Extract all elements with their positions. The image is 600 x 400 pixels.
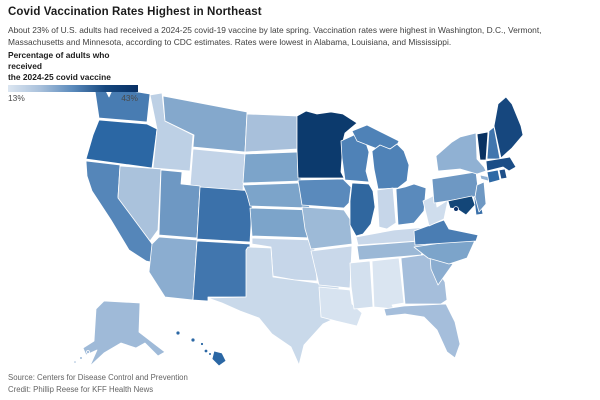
legend-label: Percentage of adults who received the 20…	[8, 50, 140, 82]
state-VA[interactable]	[413, 219, 479, 246]
state-RI[interactable]	[498, 168, 508, 180]
chart-title: Covid Vaccination Rates Highest in North…	[8, 6, 262, 18]
state-MI[interactable]	[351, 124, 410, 190]
state-IL[interactable]	[349, 182, 376, 237]
legend-label-line2: the 2024-25 covid vaccine	[8, 71, 111, 82]
state-TX[interactable]	[207, 246, 341, 366]
legend-min-label: 13%	[8, 93, 25, 104]
state-MA[interactable]	[485, 156, 517, 172]
legend: Percentage of adults who received the 20…	[8, 50, 140, 103]
legend-label-line1: Percentage of adults who received	[8, 50, 110, 71]
state-CT[interactable]	[486, 169, 501, 184]
state-WY[interactable]	[189, 148, 246, 192]
state-LA[interactable]	[318, 286, 363, 327]
state-NM[interactable]	[192, 240, 251, 302]
source-note: Source: Centers for Disease Control and …	[8, 373, 188, 382]
state-ME[interactable]	[493, 96, 524, 159]
state-AL[interactable]	[371, 257, 405, 310]
state-IA[interactable]	[297, 178, 352, 209]
state-UT[interactable]	[158, 169, 201, 239]
state-OR[interactable]	[85, 119, 158, 169]
legend-max-label: 43%	[121, 93, 138, 104]
state-AK[interactable]	[73, 300, 166, 367]
state-SD[interactable]	[242, 151, 302, 184]
state-ND[interactable]	[244, 113, 298, 153]
state-OH[interactable]	[395, 183, 427, 226]
legend-gradient-bar	[8, 85, 138, 93]
state-AZ[interactable]	[148, 236, 198, 301]
state-ID[interactable]	[149, 92, 194, 172]
state-MS[interactable]	[349, 260, 374, 310]
state-MT[interactable]	[162, 95, 248, 153]
state-AR[interactable]	[310, 245, 353, 289]
legend-scale: 13% 43%	[8, 93, 138, 103]
state-VT[interactable]	[476, 131, 489, 161]
state-MD[interactable]	[447, 195, 476, 216]
state-IN[interactable]	[376, 187, 397, 230]
chart-footer: Source: Centers for Disease Control and …	[8, 372, 408, 397]
state-DC[interactable]	[453, 206, 459, 212]
state-MN[interactable]	[296, 110, 358, 179]
state-HI[interactable]	[175, 330, 227, 367]
credit-note: Credit: Phillip Reese for KFF Health New…	[8, 385, 154, 395]
chart-subtitle: About 23% of U.S. adults had received a …	[8, 25, 542, 48]
state-NJ[interactable]	[474, 181, 487, 213]
state-MO[interactable]	[301, 206, 353, 250]
state-NV[interactable]	[117, 165, 162, 242]
state-FL[interactable]	[383, 303, 461, 359]
state-CO[interactable]	[196, 186, 254, 243]
